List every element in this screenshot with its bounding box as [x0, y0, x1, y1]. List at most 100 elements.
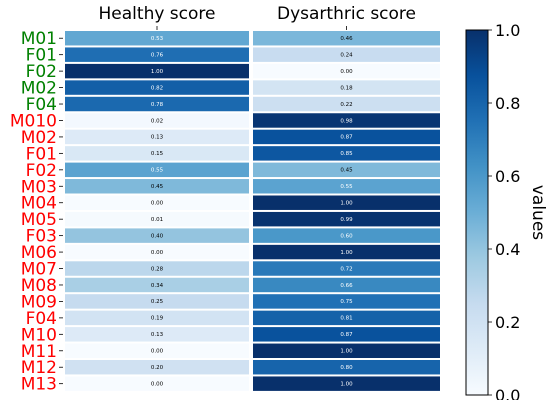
- colorbar-tick-label: 0.2: [495, 313, 520, 332]
- row-label: M06: [21, 243, 57, 263]
- cell-value-label: 0.75: [340, 299, 353, 305]
- cell-value-label: 0.72: [340, 266, 352, 272]
- dysarthric-score-cell: [253, 195, 440, 210]
- colorbar-gradient: [465, 29, 489, 396]
- cell-value-label: 1.00: [151, 69, 164, 75]
- healthy-score-cell: [65, 179, 249, 194]
- cell-value-label: 0.25: [151, 299, 164, 305]
- cell-value-label: 0.19: [151, 316, 164, 322]
- cell-value-label: 0.40: [151, 233, 164, 239]
- colorbar-tick-label: 0.4: [495, 240, 520, 259]
- healthy-score-cell: [65, 310, 249, 326]
- heatmap-cells: 0.53 0.46 0.76 0.24 1.00 0.00 0.82 0.18 0.78 0.22…: [65, 31, 440, 391]
- dysarthric-score-cell: [253, 179, 440, 194]
- cell-value-label: 0.45: [151, 184, 164, 190]
- row-label: M07: [21, 260, 57, 280]
- cell-value-label: 0.00: [340, 69, 353, 75]
- cell-value-label: 0.76: [151, 52, 164, 58]
- column-header: Healthy score: [99, 4, 216, 24]
- dysarthric-score-cell: [253, 113, 440, 128]
- row-label: F01: [26, 144, 57, 164]
- dysarthric-score-cell: [253, 31, 440, 46]
- healthy-score-cell: [65, 294, 249, 309]
- cell-value-label: 0.99: [340, 217, 353, 223]
- cell-value-label: 0.22: [340, 102, 352, 108]
- cell-value-label: 1.00: [340, 381, 353, 387]
- row-label: M010: [10, 111, 57, 131]
- healthy-score-cell: [65, 113, 249, 128]
- cell-value-label: 0.53: [151, 36, 164, 42]
- dysarthric-score-cell: [253, 277, 440, 293]
- cell-value-label: 0.02: [151, 118, 163, 124]
- dysarthric-score-cell: [253, 294, 440, 309]
- dysarthric-score-cell: [253, 343, 440, 358]
- row-label: F02: [26, 62, 57, 82]
- cell-value-label: 0.13: [151, 135, 164, 141]
- cell-value-label: 0.34: [151, 283, 164, 289]
- colorbar-label: values: [528, 185, 548, 240]
- cell-value-label: 0.45: [340, 168, 353, 174]
- healthy-score-cell: [65, 211, 249, 227]
- healthy-score-cell: [65, 244, 249, 260]
- healthy-score-cell: [65, 195, 249, 210]
- row-label: F04: [26, 95, 57, 115]
- cell-value-label: 0.00: [151, 349, 164, 355]
- colorbar: 0.0 0.2 0.4 0.6 0.8 1.0 values: [465, 21, 548, 400]
- healthy-score-cell: [65, 63, 249, 79]
- healthy-score-cell: [65, 228, 249, 243]
- row-label: M10: [21, 325, 57, 345]
- healthy-score-cell: [65, 376, 249, 391]
- colorbar-tick-label: 0.8: [495, 94, 520, 113]
- row-label: M09: [21, 292, 57, 312]
- cell-value-label: 0.60: [340, 233, 353, 239]
- healthy-score-cell: [65, 47, 249, 62]
- healthy-score-cell: [65, 343, 249, 358]
- row-labels: M01F01F02M02F04M010M02F01F02M03M04M05F03…: [10, 29, 63, 395]
- dysarthric-score-cell: [253, 146, 440, 161]
- cell-value-label: 0.87: [340, 135, 353, 141]
- dysarthric-score-cell: [253, 47, 440, 62]
- cell-value-label: 0.46: [340, 36, 353, 42]
- colorbar-ticks: 0.0 0.2 0.4 0.6 0.8 1.0: [488, 21, 520, 400]
- cell-value-label: 0.82: [151, 85, 163, 91]
- cell-value-label: 1.00: [340, 201, 353, 207]
- column-header: Dysarthric score: [277, 4, 416, 24]
- dysarthric-score-cell: [253, 80, 440, 95]
- dysarthric-score-cell: [253, 63, 440, 79]
- cell-value-label: 0.55: [151, 168, 164, 174]
- dysarthric-score-cell: [253, 211, 440, 227]
- colorbar-tick-label: 1.0: [495, 21, 520, 40]
- cell-value-label: 0.00: [151, 201, 164, 207]
- cell-value-label: 0.18: [340, 85, 353, 91]
- row-label: F02: [26, 161, 57, 181]
- healthy-score-cell: [65, 162, 249, 178]
- row-label: M11: [21, 342, 57, 362]
- healthy-score-cell: [65, 31, 249, 46]
- healthy-score-cell: [65, 129, 249, 145]
- cell-value-label: 0.00: [151, 250, 164, 256]
- row-label: M08: [21, 276, 57, 296]
- row-label: M02: [21, 79, 57, 99]
- cell-value-label: 0.80: [340, 365, 353, 371]
- row-label: F04: [26, 309, 57, 329]
- cell-value-label: 0.66: [340, 283, 353, 289]
- row-label: M02: [21, 128, 57, 148]
- cell-value-label: 0.28: [151, 266, 164, 272]
- row-label: M13: [21, 375, 57, 395]
- dysarthric-score-cell: [253, 129, 440, 145]
- cell-value-label: 1.00: [340, 250, 353, 256]
- row-label: M01: [21, 29, 57, 49]
- dysarthric-score-cell: [253, 310, 440, 326]
- cell-value-label: 0.87: [340, 332, 353, 338]
- healthy-score-cell: [65, 80, 249, 95]
- healthy-score-cell: [65, 327, 249, 342]
- healthy-score-cell: [65, 277, 249, 293]
- cell-value-label: 0.85: [340, 151, 353, 157]
- cell-value-label: 0.00: [151, 381, 164, 387]
- healthy-score-cell: [65, 96, 249, 112]
- dysarthric-score-cell: [253, 96, 440, 112]
- dysarthric-score-cell: [253, 327, 440, 342]
- cell-value-label: 0.24: [340, 52, 353, 58]
- cell-value-label: 0.20: [151, 365, 164, 371]
